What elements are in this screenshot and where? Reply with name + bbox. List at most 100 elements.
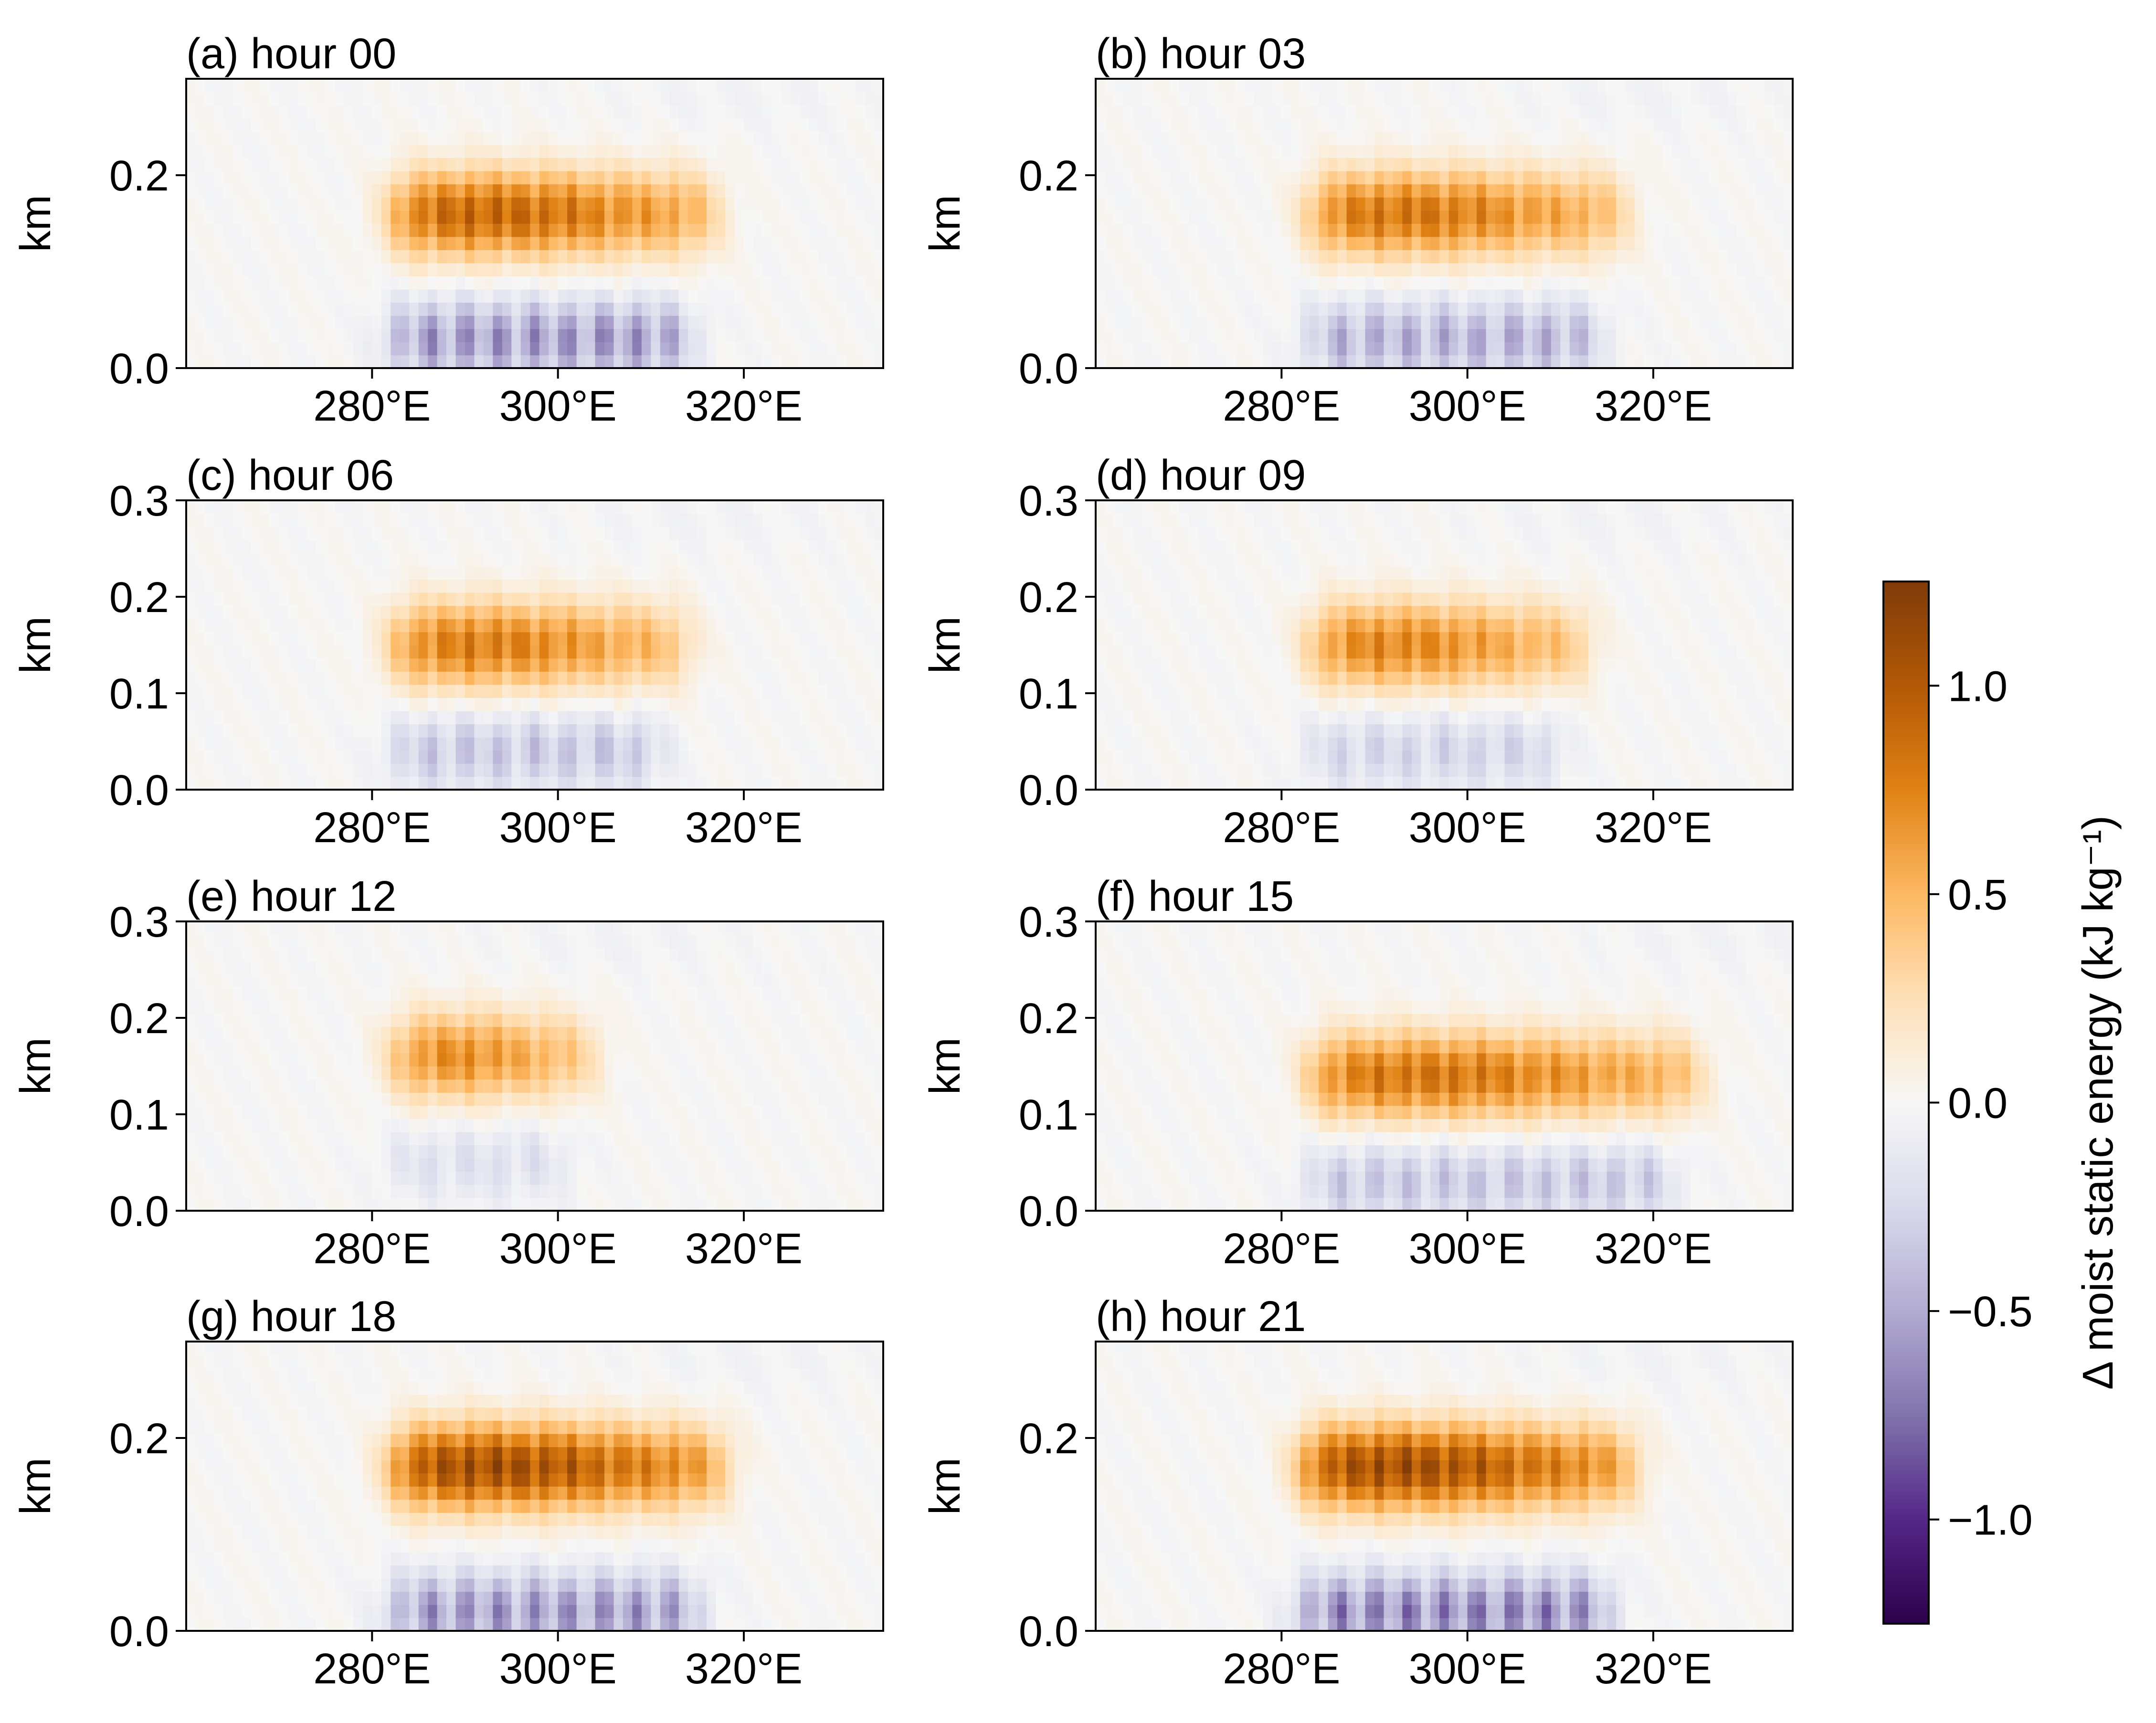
- heatmap-cell: [669, 223, 679, 237]
- heatmap-cell: [613, 750, 624, 764]
- heatmap-cell: [874, 355, 884, 369]
- heatmap-cell: [1198, 263, 1208, 276]
- heatmap-cell: [1161, 105, 1171, 119]
- heatmap-cell: [604, 684, 614, 698]
- heatmap-cell: [1272, 328, 1282, 342]
- heatmap-cell: [1096, 170, 1106, 185]
- heatmap-cell: [688, 645, 698, 659]
- heatmap-cell: [753, 131, 763, 145]
- heatmap-cell: [362, 79, 373, 93]
- heatmap-cell: [1458, 92, 1468, 106]
- heatmap-cell: [362, 302, 373, 316]
- heatmap-cell: [1328, 236, 1338, 250]
- heatmap-cell: [511, 236, 521, 250]
- heatmap-cell: [1263, 158, 1273, 171]
- heatmap-cell: [335, 645, 345, 659]
- heatmap-cell: [1263, 92, 1273, 106]
- heatmap-cell: [242, 500, 252, 514]
- heatmap-cell: [344, 328, 354, 342]
- heatmap-cell: [651, 341, 661, 356]
- heatmap-cell: [799, 210, 810, 224]
- heatmap-cell: [297, 302, 307, 316]
- heatmap-cell: [1309, 92, 1319, 106]
- heatmap-cell: [874, 289, 884, 303]
- heatmap-cell: [474, 605, 484, 619]
- heatmap-cell: [1207, 210, 1217, 224]
- heatmap-cell: [1123, 302, 1133, 316]
- heatmap-cell: [1532, 302, 1543, 316]
- heatmap-cell: [186, 263, 196, 276]
- heatmap-cell: [874, 671, 884, 685]
- heatmap-cell: [418, 566, 428, 580]
- heatmap-cell: [1616, 341, 1626, 356]
- heatmap-cell: [288, 355, 298, 369]
- heatmap-cell: [1644, 131, 1654, 145]
- heatmap-cell: [1281, 355, 1291, 369]
- heatmap-cell: [595, 645, 605, 659]
- heatmap-cell: [1774, 131, 1784, 145]
- heatmap-cell: [1300, 158, 1310, 171]
- heatmap-cell: [549, 250, 559, 264]
- heatmap-cell: [1216, 341, 1226, 356]
- heatmap-cell: [809, 236, 819, 250]
- heatmap-cell: [697, 658, 707, 672]
- heatmap-cell: [335, 144, 345, 159]
- heatmap-cell: [1439, 263, 1449, 276]
- heatmap-cell: [307, 539, 317, 553]
- heatmap-cell: [697, 236, 707, 250]
- heatmap-cell: [669, 710, 679, 725]
- heatmap-cell: [772, 776, 782, 790]
- heatmap-cell: [809, 158, 819, 171]
- heatmap-cell: [781, 566, 791, 580]
- heatmap-cell: [1179, 118, 1189, 132]
- heatmap-cell: [558, 579, 568, 593]
- heatmap-cell: [223, 315, 233, 329]
- heatmap-cell: [549, 328, 559, 342]
- heatmap-cell: [195, 263, 205, 276]
- heatmap-cell: [688, 566, 698, 580]
- heatmap-cell: [1477, 328, 1487, 342]
- heatmap-cell: [428, 131, 438, 145]
- heatmap-cell: [418, 737, 428, 751]
- heatmap-cell: [697, 105, 707, 119]
- heatmap-cell: [697, 263, 707, 276]
- heatmap-cell: [195, 500, 205, 514]
- heatmap-cell: [827, 105, 837, 119]
- heatmap-cell: [762, 263, 772, 276]
- heatmap-cell: [1151, 315, 1162, 329]
- heatmap-cell: [307, 632, 317, 645]
- heatmap-cell: [1114, 223, 1124, 237]
- heatmap-cell: [827, 710, 837, 725]
- heatmap-cell: [233, 500, 243, 514]
- heatmap-cell: [1458, 250, 1468, 264]
- heatmap-cell: [809, 553, 819, 567]
- heatmap-cell: [511, 315, 521, 329]
- heatmap-cell: [874, 131, 884, 145]
- heatmap-cell: [502, 197, 512, 211]
- heatmap-cell: [1421, 144, 1431, 159]
- heatmap-cell: [1198, 355, 1208, 369]
- heatmap-cell: [520, 315, 531, 329]
- heatmap-cell: [1300, 223, 1310, 237]
- heatmap-cell: [465, 131, 475, 145]
- heatmap-cell: [502, 750, 512, 764]
- heatmap-cell: [1114, 184, 1124, 198]
- heatmap-cell: [1290, 315, 1301, 329]
- heatmap-cell: [1458, 210, 1468, 224]
- heatmap-cell: [632, 645, 642, 659]
- heatmap-cell: [391, 750, 401, 764]
- heatmap-cell: [1142, 236, 1152, 250]
- heatmap-cell: [865, 315, 875, 329]
- heatmap-cell: [326, 197, 336, 211]
- heatmap-cell: [1309, 341, 1319, 356]
- heatmap-cell: [520, 618, 531, 633]
- heatmap-cell: [623, 315, 633, 329]
- heatmap-cell: [279, 184, 289, 198]
- heatmap-cell: [855, 763, 865, 777]
- heatmap-cell: [827, 92, 837, 106]
- heatmap-cell: [1384, 170, 1394, 185]
- heatmap-cell: [1514, 105, 1524, 119]
- heatmap-cell: [260, 250, 270, 264]
- heatmap-cell: [762, 618, 772, 633]
- heatmap-cell: [716, 315, 726, 329]
